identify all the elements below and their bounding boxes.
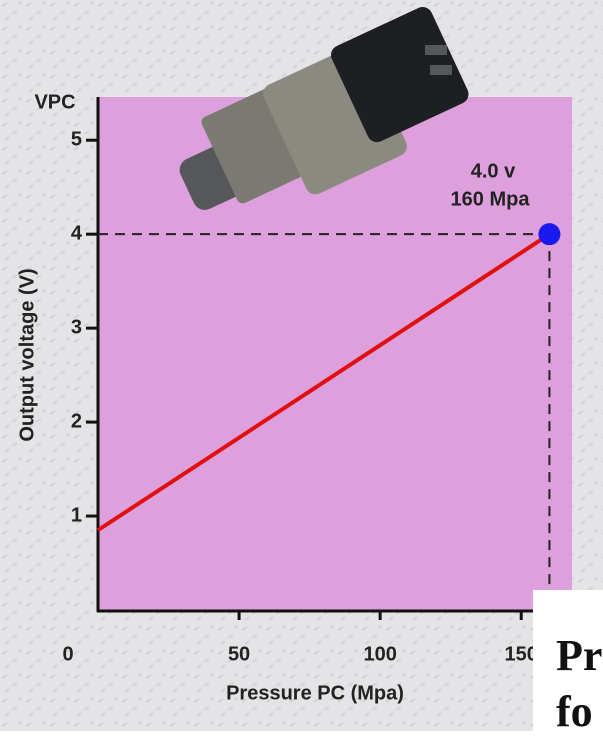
overlay-text: Pr [556, 631, 602, 680]
y-tick-label: 2 [71, 410, 82, 432]
annotation: 4.0 v [471, 160, 516, 182]
y-tick-label: 5 [71, 129, 82, 151]
data-point [538, 223, 560, 245]
overlay-text: fo [556, 687, 593, 731]
x-tick-label: 150 [505, 643, 538, 665]
y-tick-label: 4 [71, 222, 83, 244]
annotation: 160 Mpa [451, 188, 531, 210]
chart: 12345050100150 VPC Output voltage (V) Pr… [0, 0, 603, 731]
x-tick-label: 100 [363, 643, 396, 665]
y-tick-label: 3 [71, 316, 82, 338]
x-tick-label: 50 [228, 643, 250, 665]
x-axis-title: Pressure PC (Mpa) [226, 682, 404, 704]
y-axis-title: Output voltage (V) [16, 268, 38, 441]
y-tick-label: 1 [71, 504, 82, 526]
y-unit-label: VPC [34, 91, 75, 113]
page: {"chart_data": {"type": "line", "y_label… [0, 0, 603, 731]
x-tick-label: 0 [62, 643, 73, 665]
